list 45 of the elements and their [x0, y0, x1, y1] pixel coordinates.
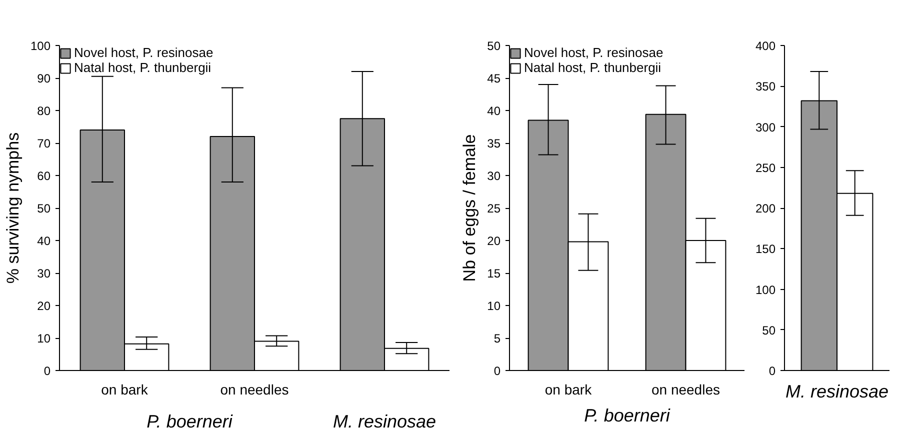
y-tick-label: 50	[762, 323, 776, 338]
y-tick-label: 80	[37, 104, 51, 118]
y-tick-label: 40	[487, 104, 501, 118]
y-tick-label: 50	[487, 39, 501, 53]
y-tick-label: 25	[487, 202, 501, 216]
x-axis-title: P. boerneri	[584, 406, 671, 426]
y-tick-label: 400	[755, 39, 776, 53]
text: M. resinosae	[332, 412, 436, 432]
x-tick-label: on bark	[101, 382, 149, 398]
y-tick-label: 10	[487, 299, 501, 313]
y-tick-label: 15	[487, 266, 501, 280]
y-tick-label: 0	[44, 364, 51, 378]
y-tick-label: 90	[37, 72, 51, 86]
x-tick-label: on needles	[220, 382, 289, 398]
y-tick-label: 200	[755, 202, 776, 216]
legend-label: Natal host, P. thunbergii	[524, 60, 662, 75]
x-axis-title: M. resinosae	[785, 382, 889, 402]
legend-label: Novel host, P. resinosae	[524, 45, 664, 60]
y-tick-label: 60	[37, 169, 51, 183]
y-tick-label: 100	[755, 282, 776, 297]
y-tick-label: 150	[755, 242, 776, 256]
y-tick-label: 300	[755, 120, 776, 134]
y-tick-label: 0	[494, 364, 501, 378]
y-tick-label: 40	[37, 234, 51, 248]
y-tick-label: 100	[30, 39, 51, 53]
y-tick-label: 5	[494, 332, 501, 346]
y-tick-label: 350	[755, 80, 776, 94]
y-tick-label: 35	[487, 136, 501, 150]
y-tick-label: 10	[37, 332, 51, 346]
x-tick-label: on needles	[652, 382, 720, 398]
legend-label: Novel host, P. resinosae	[74, 45, 214, 60]
x-tick-label: on bark	[544, 382, 593, 398]
y-tick-label: 30	[37, 266, 51, 280]
y-tick-label: 0	[768, 364, 776, 378]
legend-label: Natal host, P. thunbergii	[74, 60, 212, 75]
y-tick-label: 20	[37, 299, 51, 313]
y-tick-label: 70	[37, 136, 51, 150]
y-axis-title: % surviving nymphs	[3, 132, 22, 284]
y-tick-label: 50	[37, 202, 51, 216]
y-tick-label: 45	[487, 72, 501, 86]
y-tick-label: 30	[487, 169, 501, 183]
text: P. boerneri	[146, 412, 234, 432]
y-tick-label: 250	[755, 160, 776, 175]
y-tick-label: 20	[487, 234, 501, 248]
y-axis-title: Nb of eggs / female	[460, 134, 480, 282]
